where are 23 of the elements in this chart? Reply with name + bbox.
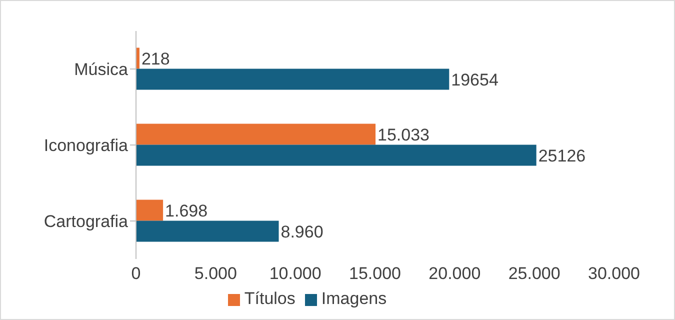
x-tick-label: 5.000 bbox=[194, 264, 237, 284]
data-label: 218 bbox=[141, 49, 170, 68]
bar bbox=[136, 200, 164, 221]
data-label: 25126 bbox=[538, 146, 586, 166]
data-label: 15.033 bbox=[378, 125, 430, 144]
bar bbox=[136, 144, 536, 166]
x-tick-label: 0 bbox=[131, 264, 141, 284]
x-tick-label: 10.000 bbox=[269, 264, 322, 284]
x-tick-label: 30.000 bbox=[588, 264, 640, 284]
y-tick-label: Música bbox=[74, 60, 129, 80]
data-label: 1.698 bbox=[165, 201, 208, 220]
bar bbox=[136, 68, 450, 90]
y-tick-label: Cartografia bbox=[44, 212, 129, 232]
x-tick-label: 25.000 bbox=[508, 264, 560, 284]
x-tick-label: 15.000 bbox=[349, 264, 401, 284]
bar bbox=[136, 220, 279, 242]
legend-label: Títulos bbox=[244, 289, 296, 308]
bar bbox=[136, 124, 376, 145]
data-label: 19654 bbox=[451, 70, 498, 90]
x-tick-label: 20.000 bbox=[428, 264, 481, 284]
y-tick-label: Iconografia bbox=[44, 136, 129, 156]
legend-label: Imagens bbox=[321, 289, 387, 308]
data-label: 8.960 bbox=[280, 222, 324, 242]
